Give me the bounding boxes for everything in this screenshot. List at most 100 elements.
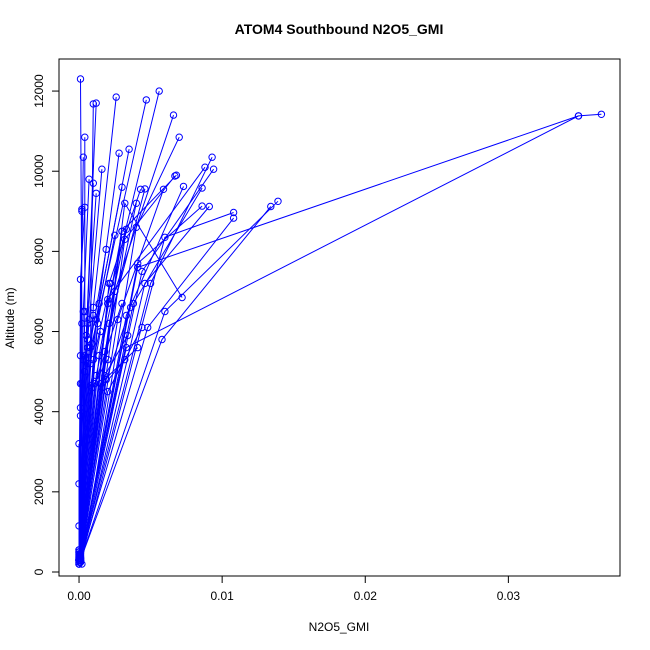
data-point (126, 303, 135, 312)
data-point (208, 153, 216, 161)
data-point (96, 327, 105, 336)
data-point (198, 202, 206, 210)
data-point (138, 323, 146, 332)
data-point (209, 165, 218, 173)
series-line (80, 217, 234, 559)
y-tick-label: 0 (32, 568, 46, 575)
series-line (80, 156, 213, 559)
data-point (229, 214, 238, 222)
y-tick-label: 4000 (32, 398, 46, 425)
y-tick-label: 8000 (32, 238, 46, 265)
data-point (89, 355, 98, 364)
series-line (80, 231, 123, 563)
data-point (76, 379, 85, 388)
series-line (80, 212, 234, 563)
data-point (115, 149, 123, 157)
data-point (78, 319, 86, 328)
series-line (80, 113, 602, 563)
data-point (144, 323, 152, 332)
data-point (159, 185, 168, 194)
data-point (178, 293, 186, 302)
y-tick-label: 12000 (32, 74, 46, 108)
data-point (93, 319, 102, 328)
data-point (161, 307, 169, 316)
data-point (89, 100, 98, 108)
data-point (83, 343, 92, 352)
series-line (78, 303, 123, 561)
data-point (88, 339, 96, 348)
data-point (81, 133, 89, 141)
data-point (121, 199, 129, 208)
series-59 (75, 379, 85, 568)
series-line (78, 203, 137, 561)
data-point (89, 311, 98, 320)
data-point (85, 175, 93, 183)
data-point (102, 245, 110, 254)
series-line (80, 229, 127, 559)
series-line (80, 206, 210, 563)
data-point (574, 112, 583, 120)
x-axis-label: N2O5_GMI (309, 620, 370, 634)
x-tick-label: 0.03 (497, 589, 521, 603)
data-point (267, 202, 275, 211)
data-point (597, 110, 606, 119)
data-point (85, 315, 93, 324)
data-point (141, 279, 149, 288)
plot-frame (58, 58, 621, 577)
data-point (138, 267, 146, 276)
data-point (79, 355, 88, 364)
series-line (78, 319, 90, 559)
data-point (158, 335, 166, 344)
data-point (104, 355, 112, 364)
y-axis-label: Altitude (m) (3, 287, 17, 348)
series-line (78, 359, 126, 561)
data-point (118, 227, 126, 236)
data-point (121, 355, 129, 364)
series-line (80, 206, 272, 561)
x-tick-label: 0.02 (354, 589, 378, 603)
data-point (95, 299, 103, 308)
data-point (134, 263, 142, 272)
data-point (134, 259, 142, 268)
x-axis: 0.00 0.01 0.02 0.03 (67, 575, 521, 603)
data-point (179, 182, 188, 191)
x-tick-label: 0.01 (210, 589, 234, 603)
data-point (132, 199, 141, 208)
series-line (80, 307, 132, 563)
data-point (91, 379, 99, 388)
data-point (79, 153, 88, 161)
data-point (98, 383, 106, 392)
data-point (201, 163, 209, 171)
data-point (75, 560, 83, 568)
data-point (229, 208, 238, 217)
y-tick-label: 10000 (32, 154, 46, 188)
x-tick-label: 0.00 (67, 589, 91, 603)
data-point (161, 233, 169, 242)
data-point (169, 111, 178, 119)
data-point (81, 351, 89, 360)
data-point (136, 185, 145, 194)
series-line (81, 136, 180, 565)
data-point (122, 225, 131, 234)
data-point (171, 172, 179, 180)
series-line (78, 315, 94, 561)
data-point (274, 197, 282, 206)
data-point (75, 440, 83, 448)
data-point (175, 133, 183, 141)
data-point (81, 367, 89, 376)
data-point (101, 371, 109, 380)
data-point (86, 381, 95, 390)
data-point (89, 179, 98, 187)
data-point (141, 185, 149, 193)
data-point (81, 203, 89, 212)
data-point (205, 202, 214, 211)
y-tick-label: 6000 (32, 318, 46, 345)
y-axis: 0 2000 4000 6000 8000 10000 12000 (32, 74, 60, 575)
data-point (76, 275, 85, 284)
data-point (112, 93, 120, 101)
data-point (111, 231, 119, 240)
series-line (80, 327, 143, 561)
data-point (146, 279, 155, 288)
series-29 (76, 110, 606, 566)
